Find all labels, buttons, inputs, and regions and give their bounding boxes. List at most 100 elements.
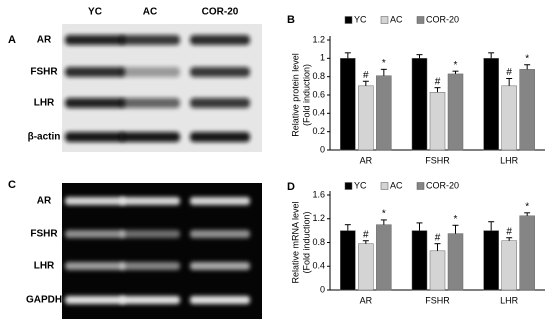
row-label: AR bbox=[37, 35, 52, 46]
bar bbox=[519, 215, 535, 291]
band bbox=[65, 296, 125, 304]
significance-mark: # bbox=[363, 70, 369, 81]
significance-mark: * bbox=[382, 209, 386, 220]
significance-mark: * bbox=[525, 53, 529, 64]
legend-swatch bbox=[380, 16, 389, 24]
bar bbox=[411, 58, 428, 151]
y-axis-label: Relative protein level bbox=[290, 53, 300, 137]
panel-label: A bbox=[8, 34, 16, 46]
significance-mark: * bbox=[454, 60, 458, 71]
band bbox=[120, 67, 180, 77]
legend-label: YC bbox=[354, 14, 367, 24]
band bbox=[120, 296, 180, 304]
row-label: β-actin bbox=[28, 132, 61, 143]
bar bbox=[483, 230, 499, 291]
legend-swatch bbox=[344, 182, 353, 190]
lane-label: COR-20 bbox=[202, 7, 239, 18]
panel-label: D bbox=[287, 181, 295, 193]
y-axis-label: (Fold induction) bbox=[301, 211, 311, 273]
x-tick-label: LHR bbox=[500, 295, 519, 305]
x-tick-label: FSHR bbox=[425, 295, 450, 305]
band bbox=[65, 230, 125, 238]
bar bbox=[376, 75, 392, 151]
band bbox=[120, 132, 180, 142]
band bbox=[190, 296, 250, 304]
x-tick-label: AR bbox=[360, 295, 373, 305]
band bbox=[190, 230, 250, 238]
y-tick-label: 0 bbox=[320, 284, 325, 294]
legend-swatch bbox=[416, 16, 425, 24]
legend-swatch bbox=[344, 16, 353, 24]
band bbox=[65, 262, 125, 270]
band bbox=[65, 132, 125, 142]
significance-mark: # bbox=[506, 226, 512, 237]
band bbox=[65, 197, 125, 205]
y-tick-label: 1 bbox=[320, 53, 325, 63]
band bbox=[120, 35, 180, 45]
bar bbox=[358, 243, 374, 291]
bar bbox=[501, 240, 517, 291]
band bbox=[120, 197, 180, 205]
bar bbox=[483, 58, 499, 151]
y-tick-label: 1.2 bbox=[312, 34, 325, 44]
panel-label: C bbox=[8, 179, 16, 191]
band bbox=[65, 67, 125, 77]
bar bbox=[447, 233, 464, 291]
band bbox=[65, 35, 125, 45]
legend-swatch bbox=[416, 182, 425, 190]
legend-label: AC bbox=[390, 14, 403, 24]
x-tick-label: FSHR bbox=[425, 155, 450, 165]
y-tick-label: 0 bbox=[320, 144, 325, 154]
y-tick-label: 0.4 bbox=[312, 108, 325, 118]
band bbox=[190, 98, 250, 108]
significance-mark: * bbox=[382, 58, 386, 69]
x-tick-label: LHR bbox=[500, 155, 519, 165]
band bbox=[65, 98, 125, 108]
significance-mark: * bbox=[525, 201, 529, 212]
band bbox=[120, 98, 180, 108]
bar bbox=[519, 69, 535, 151]
bar bbox=[447, 73, 464, 151]
row-label: LHR bbox=[34, 98, 55, 109]
y-tick-label: 0.2 bbox=[312, 126, 325, 136]
bar bbox=[429, 250, 446, 291]
y-tick-label: 0.6 bbox=[312, 89, 325, 99]
legend-label: COR-20 bbox=[426, 180, 459, 190]
bar bbox=[376, 224, 392, 291]
band bbox=[190, 35, 250, 45]
band bbox=[190, 197, 250, 205]
y-axis-label: (Fold induction) bbox=[301, 64, 311, 126]
western-blot bbox=[62, 24, 262, 152]
significance-mark: # bbox=[363, 229, 369, 240]
bar bbox=[429, 92, 446, 151]
y-tick-label: 0.4 bbox=[312, 261, 325, 271]
bar bbox=[340, 58, 356, 151]
band bbox=[190, 132, 250, 142]
band bbox=[190, 67, 250, 77]
legend-swatch bbox=[380, 182, 389, 190]
band bbox=[190, 262, 250, 270]
row-label: FSHR bbox=[30, 229, 58, 240]
y-axis-label: Relative mRNA level bbox=[290, 201, 300, 283]
y-tick-label: 0.8 bbox=[312, 71, 325, 81]
panel-label: B bbox=[287, 14, 295, 26]
lane-label: AC bbox=[143, 7, 157, 18]
y-tick-label: 0.8 bbox=[312, 237, 325, 247]
legend-label: AC bbox=[390, 180, 403, 190]
y-tick-label: 1.2 bbox=[312, 213, 325, 223]
legend-label: COR-20 bbox=[426, 14, 459, 24]
y-tick-label: 1.6 bbox=[312, 189, 325, 199]
bar bbox=[411, 230, 428, 291]
row-label: GAPDH bbox=[26, 295, 62, 306]
bar bbox=[501, 85, 517, 151]
significance-mark: # bbox=[435, 232, 441, 243]
bar bbox=[340, 230, 356, 291]
row-label: LHR bbox=[34, 261, 55, 272]
row-label: AR bbox=[37, 196, 52, 207]
band bbox=[120, 230, 180, 238]
significance-mark: * bbox=[454, 214, 458, 225]
significance-mark: # bbox=[506, 67, 512, 78]
lane-label: YC bbox=[88, 7, 102, 18]
